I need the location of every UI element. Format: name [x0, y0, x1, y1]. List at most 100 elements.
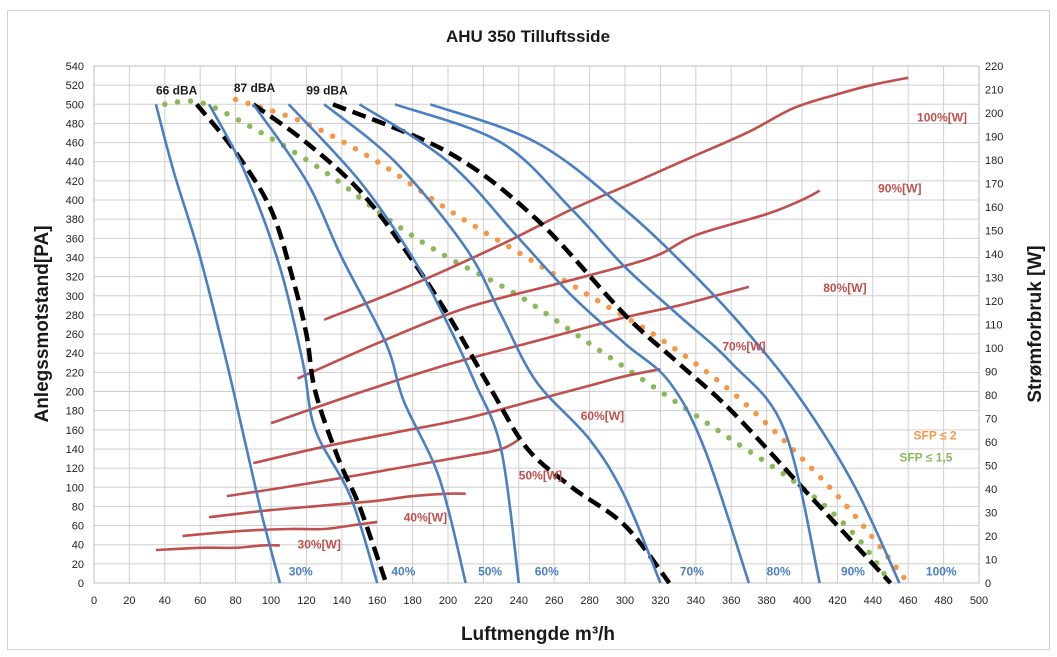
y2-tick-label: 190	[985, 132, 1003, 144]
x-axis-title: Luftmengde m³/h	[461, 624, 615, 645]
sound-level-label: 99 dBA	[306, 84, 348, 98]
y2-tick-label: 210	[985, 85, 1003, 97]
y2-tick-label: 10	[985, 555, 997, 567]
fan-curve-label: 100%	[926, 564, 957, 578]
sound-level-curve	[253, 104, 669, 583]
power-curve-label: 40%[W]	[404, 511, 447, 525]
x-tick-label: 20	[123, 595, 135, 607]
x-tick-label: 240	[510, 595, 528, 607]
x-tick-label: 120	[297, 595, 315, 607]
x-tick-label: 60	[194, 595, 206, 607]
series	[156, 78, 908, 583]
power-curve-label: 30%[W]	[298, 538, 341, 552]
y2-tick-label: 130	[985, 273, 1003, 285]
y-tick-label: 160	[66, 425, 84, 437]
y2-tick-label: 160	[985, 202, 1003, 214]
x-tick-label: 420	[828, 595, 846, 607]
y2-tick-label: 100	[985, 343, 1003, 355]
y-tick-label: 180	[66, 406, 84, 418]
y2-tick-label: 40	[985, 484, 997, 496]
y-tick-label: 260	[66, 329, 84, 341]
y-tick-label: 280	[66, 310, 84, 322]
fan-curve-label: 90%	[841, 564, 865, 578]
y-tick-label: 520	[66, 80, 84, 92]
x-tick-label: 440	[864, 595, 882, 607]
x-tick-label: 340	[687, 595, 705, 607]
x-tick-label: 200	[439, 595, 457, 607]
y2-tick-label: 150	[985, 226, 1003, 238]
sound-level-curve	[197, 104, 386, 583]
y-tick-label: 440	[66, 157, 84, 169]
y2-tick-label: 200	[985, 108, 1003, 120]
y2-tick-label: 170	[985, 179, 1003, 191]
x-tick-label: 220	[474, 595, 492, 607]
x-tick-label: 280	[580, 595, 598, 607]
y-tick-label: 240	[66, 348, 84, 360]
y-tick-label: 340	[66, 252, 84, 264]
y2-tick-label: 50	[985, 461, 997, 473]
y2-tick-label: 180	[985, 155, 1003, 167]
y2-tick-label: 120	[985, 296, 1003, 308]
sfp-label: SFP ≤ 1,5	[899, 450, 952, 464]
x-tick-label: 80	[229, 595, 241, 607]
sound-level-label: 87 dBA	[234, 81, 276, 95]
y2-tick-label: 20	[985, 531, 997, 543]
y-tick-label: 40	[72, 540, 84, 552]
series-labels: SFP ≤ 2 SFP ≤ 1,5 30%[W] 40%[W] 50%[W] 60%[W]…	[156, 81, 967, 578]
power-curve	[183, 522, 378, 536]
power-curve-label: 50%[W]	[519, 469, 562, 483]
fan-curve-label: 50%	[478, 564, 502, 578]
sfp-curve	[236, 100, 909, 584]
x-tick-label: 160	[368, 595, 386, 607]
fan-curve-label: 80%	[767, 564, 791, 578]
y-tick-label: 20	[72, 559, 84, 571]
y-tick-label: 460	[66, 138, 84, 150]
y-tick-label: 200	[66, 387, 84, 399]
y2-tick-label: 30	[985, 508, 997, 520]
y-tick-label: 80	[72, 501, 84, 513]
x-tick-label: 100	[262, 595, 280, 607]
x-tick-label: 0	[91, 595, 97, 607]
y-tick-label: 0	[78, 578, 84, 590]
y-tick-label: 540	[66, 61, 84, 73]
y-axis-title: Anlegssmotstand[PA]	[32, 225, 53, 422]
x-tick-label: 480	[934, 595, 952, 607]
y2-tick-label: 0	[985, 578, 991, 590]
fan-curve	[156, 104, 280, 583]
x-tick-label: 500	[970, 595, 988, 607]
x-tick-label: 180	[403, 595, 421, 607]
y2-tick-label: 140	[985, 249, 1003, 261]
y-tick-label: 140	[66, 444, 84, 456]
sound-level-label: 66 dBA	[156, 84, 198, 98]
y-tick-label: 300	[66, 291, 84, 303]
x-tick-label: 360	[722, 595, 740, 607]
power-curve	[324, 78, 908, 320]
y-tick-label: 220	[66, 367, 84, 379]
y-tick-label: 420	[66, 176, 84, 188]
fan-curve-label: 30%	[289, 564, 313, 578]
fan-curve-label: 70%	[680, 564, 704, 578]
x-tick-label: 40	[159, 595, 171, 607]
y-tick-label: 500	[66, 99, 84, 111]
x-tick-label: 260	[545, 595, 563, 607]
chart-title: AHU 350 Tilluftsside	[446, 27, 610, 46]
y-tick-label: 60	[72, 521, 84, 533]
power-curve-label: 60%[W]	[581, 409, 624, 423]
y2-tick-label: 70	[985, 414, 997, 426]
fan-curve-label: 40%	[391, 564, 415, 578]
y-tick-label: 120	[66, 463, 84, 475]
power-curve	[156, 545, 280, 550]
y2-tick-label: 110	[985, 320, 1003, 332]
y-tick-label: 100	[66, 482, 84, 494]
y-tick-label: 360	[66, 233, 84, 245]
y2-tick-label: 90	[985, 367, 997, 379]
y2-tick-label: 80	[985, 390, 997, 402]
sfp-label: SFP ≤ 2	[914, 428, 957, 442]
y2-tick-label: 220	[985, 61, 1003, 73]
x-tick-label: 380	[757, 595, 775, 607]
fan-curve	[209, 104, 377, 583]
fan-curve-label: 60%	[535, 564, 559, 578]
power-curve-label: 100%[W]	[917, 111, 967, 125]
y-tick-label: 400	[66, 195, 84, 207]
